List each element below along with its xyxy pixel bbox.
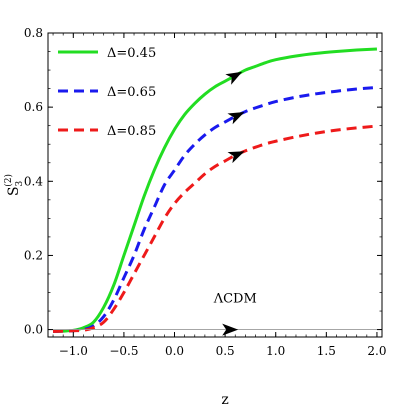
y-tick-label: 0.6	[24, 100, 43, 114]
y-axis-label: S3(2)	[3, 174, 25, 196]
y-label-subscript: 3	[15, 180, 25, 186]
y-tick-label: 0.0	[24, 323, 43, 337]
x-tick-label: 2.0	[367, 344, 386, 358]
y-label-superscript: (2)	[3, 174, 14, 187]
legend-label-0: Δ=0.45	[107, 46, 156, 61]
direction-arrow-2	[227, 151, 245, 164]
x-tick-label: 1.0	[266, 344, 285, 358]
direction-arrow-3	[222, 323, 239, 336]
legend: Δ=0.45 Δ=0.65 Δ=0.85	[58, 46, 156, 139]
x-tick-label: 1.5	[317, 344, 336, 358]
legend-label-1: Δ=0.65	[107, 85, 156, 100]
y-label-main: S3(2)	[3, 174, 25, 196]
y-tick-label: 0.2	[24, 248, 43, 262]
x-tick-label: 0.0	[165, 344, 184, 358]
series-line-2	[53, 124, 378, 333]
direction-arrow-1	[227, 112, 245, 125]
legend-label-2: Δ=0.85	[107, 124, 156, 139]
y-tick-label: 0.8	[24, 26, 43, 40]
x-tick-label: −1.0	[59, 344, 88, 358]
lcdm-annotation: ΛCDM	[213, 292, 257, 307]
series-line-0	[53, 47, 378, 333]
y-label-symbol: S	[6, 186, 22, 196]
x-axis-label: z	[221, 392, 228, 408]
y-tick-label: 0.4	[24, 174, 43, 188]
direction-arrow-0	[225, 71, 243, 85]
x-tick-label: −0.5	[109, 344, 138, 358]
x-tick-label: 0.5	[216, 344, 235, 358]
series-line-1	[53, 86, 378, 333]
